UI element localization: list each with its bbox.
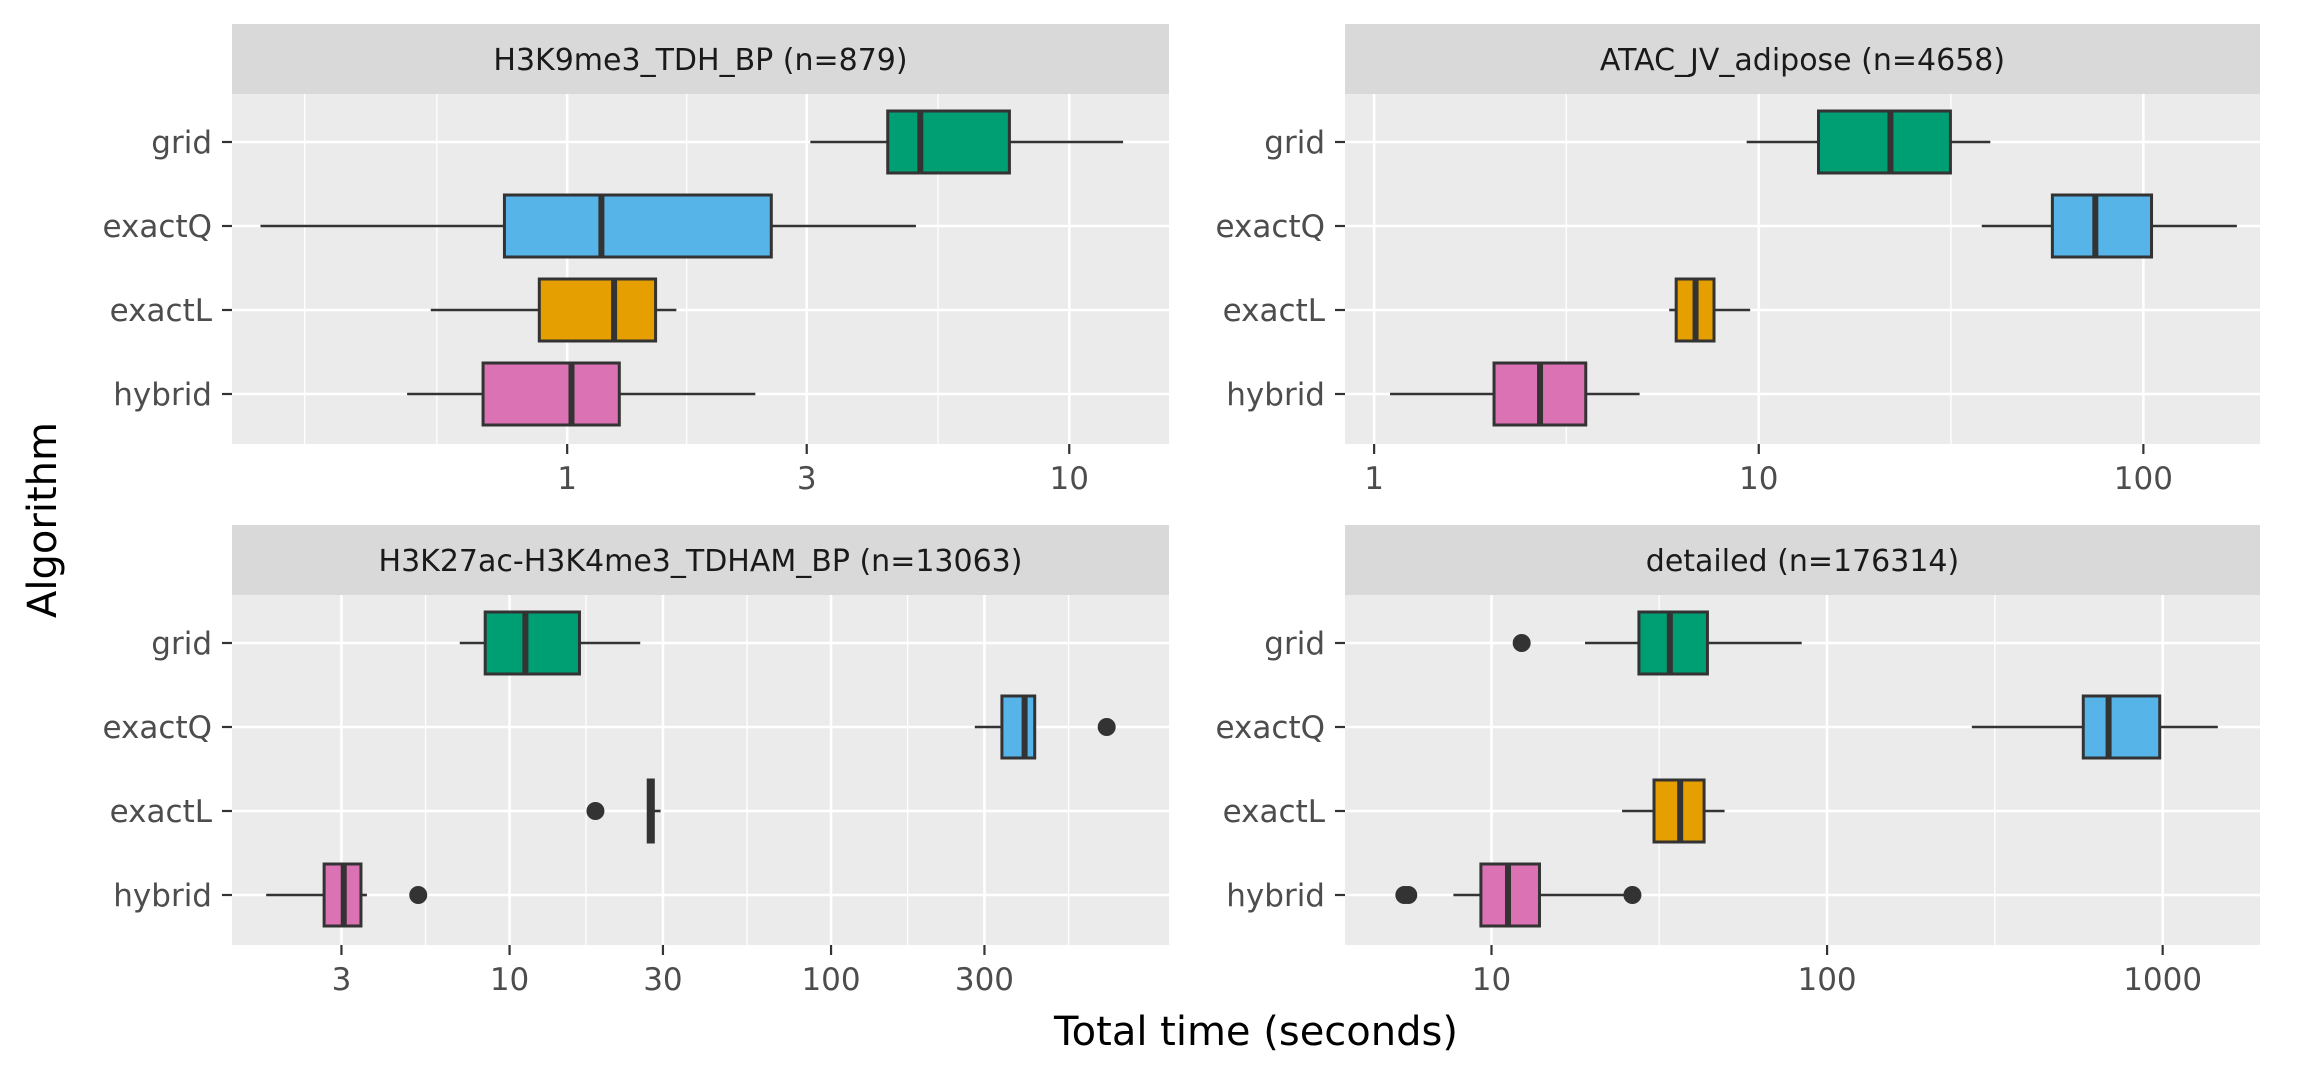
category-label-hybrid: hybrid	[1226, 878, 1325, 914]
facet-panel-3: H3K27ac-H3K4me3_TDHAM_BP (n=13063) grid ex…	[103, 525, 1169, 998]
x-tick-label: 3	[332, 962, 352, 998]
x-tick-label: 1	[1364, 461, 1384, 497]
facet-strip	[232, 24, 1169, 94]
category-label-exactQ: exactQ	[1216, 209, 1325, 245]
facet-panel-4: detailed (n=176314) grid exactQ exactL hybri…	[1216, 525, 2260, 998]
iqr-box	[886, 109, 1011, 175]
category-label-exactQ: exactQ	[103, 209, 212, 245]
category-label-exactL: exactL	[110, 794, 213, 830]
outlier-point	[409, 886, 428, 904]
x-tick-label: 300	[955, 962, 1014, 998]
box-hybrid	[1395, 862, 1642, 928]
category-label-exactQ: exactQ	[103, 710, 212, 746]
iqr-box	[537, 277, 658, 343]
facet-title: detailed (n=176314)	[1646, 544, 1959, 579]
box-exactQ	[1981, 193, 2237, 259]
x-tick-label: 3	[797, 461, 817, 497]
category-label-grid: grid	[151, 125, 212, 161]
outlier-point	[1623, 886, 1642, 904]
box-grid	[1746, 109, 1991, 175]
panel-background	[232, 94, 1169, 444]
y-axis-title: Algorithm	[20, 422, 66, 618]
facet-strip	[1345, 525, 2260, 595]
facet-title: ATAC_JV_adipose (n=4658)	[1600, 43, 2005, 78]
box-exactQ	[1971, 694, 2218, 760]
box-exactQ	[260, 193, 916, 259]
box-grid	[810, 109, 1124, 175]
x-tick-label: 10	[1050, 461, 1089, 497]
x-axis-title: Total time (seconds)	[1053, 1009, 1458, 1055]
box-exactQ	[974, 694, 1116, 760]
outlier-point	[1512, 634, 1531, 652]
category-label-grid: grid	[1264, 125, 1325, 161]
x-tick-label: 10	[490, 962, 529, 998]
outlier-point	[1395, 886, 1414, 904]
iqr-box	[1637, 610, 1709, 676]
box-exactL	[430, 277, 677, 343]
facet-title: H3K27ac-H3K4me3_TDHAM_BP (n=13063)	[379, 544, 1023, 579]
x-tick-label: 1	[557, 461, 577, 497]
x-tick-label: 10	[1472, 962, 1511, 998]
box-exactL	[1622, 778, 1725, 844]
category-label-grid: grid	[1264, 626, 1325, 662]
x-tick-label: 100	[1797, 962, 1856, 998]
iqr-box	[2081, 694, 2162, 760]
category-label-hybrid: hybrid	[113, 377, 212, 413]
category-label-hybrid: hybrid	[1226, 377, 1325, 413]
panels-layer: H3K9me3_TDH_BP (n=879) grid exactQ exactL hy…	[103, 24, 2260, 998]
category-label-exactQ: exactQ	[1216, 710, 1325, 746]
category-label-hybrid: hybrid	[113, 878, 212, 914]
x-tick-label: 30	[643, 962, 682, 998]
iqr-box	[481, 361, 621, 427]
outlier-point	[1097, 718, 1116, 736]
x-tick-label: 100	[2114, 461, 2173, 497]
box-hybrid	[1390, 361, 1640, 427]
iqr-box	[483, 610, 581, 676]
iqr-box	[502, 193, 773, 259]
facet-strip	[232, 525, 1169, 595]
outlier-point	[586, 802, 605, 820]
facet-panel-2: ATAC_JV_adipose (n=4658) grid exactQ exactL…	[1216, 24, 2260, 497]
box-exactL	[1669, 277, 1751, 343]
panel-background	[1345, 94, 2260, 444]
box-grid	[1512, 610, 1802, 676]
panel-background	[232, 595, 1169, 945]
x-tick-label: 10	[1739, 461, 1778, 497]
box-hybrid	[266, 862, 428, 928]
iqr-box	[1000, 694, 1037, 760]
category-label-grid: grid	[151, 626, 212, 662]
box-exactL	[586, 778, 661, 844]
x-tick-label: 100	[801, 962, 860, 998]
x-tick-label: 1000	[2123, 962, 2202, 998]
facet-strip	[1345, 24, 2260, 94]
iqr-box	[2050, 193, 2154, 259]
category-label-exactL: exactL	[1223, 794, 1326, 830]
category-label-exactL: exactL	[1223, 293, 1326, 329]
box-grid	[459, 610, 641, 676]
iqr-box	[1816, 109, 1952, 175]
facet-panel-1: H3K9me3_TDH_BP (n=879) grid exactQ exactL hy…	[103, 24, 1169, 497]
category-label-exactL: exactL	[110, 293, 213, 329]
facet-title: H3K9me3_TDH_BP (n=879)	[493, 43, 907, 78]
box-hybrid	[407, 361, 756, 427]
